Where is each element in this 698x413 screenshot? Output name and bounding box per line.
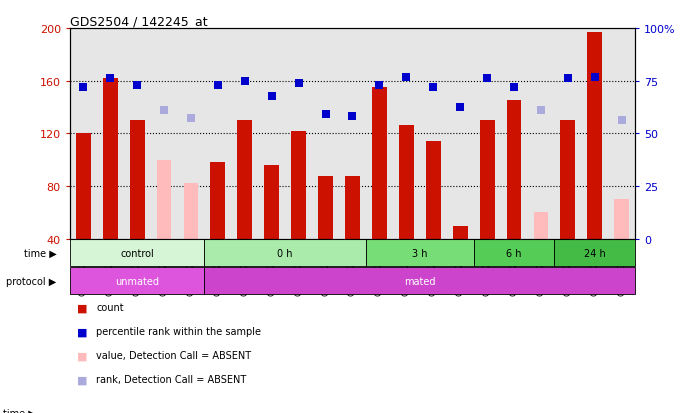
Text: time ▶: time ▶ (3, 408, 36, 413)
Text: ■: ■ (77, 375, 87, 385)
Bar (237, 121, 252, 239)
Text: ■: ■ (77, 351, 87, 361)
Bar (124, 29, 151, 239)
Bar (97, 29, 124, 239)
Bar (205, 29, 231, 239)
Bar (560, 121, 575, 239)
Bar (528, 29, 554, 239)
Bar (312, 29, 339, 239)
Bar (318, 176, 333, 239)
Bar (345, 176, 360, 239)
Bar (156, 160, 172, 239)
Text: 6 h: 6 h (506, 248, 522, 258)
Bar (480, 121, 494, 239)
Bar (177, 29, 205, 239)
Text: time ▶: time ▶ (24, 248, 57, 258)
FancyBboxPatch shape (70, 268, 205, 295)
Bar (581, 29, 608, 239)
Text: 3 h: 3 h (412, 248, 428, 258)
Bar (393, 29, 419, 239)
Bar (291, 131, 306, 239)
Text: 24 h: 24 h (584, 248, 606, 258)
FancyBboxPatch shape (474, 240, 554, 267)
Bar (151, 29, 177, 239)
Bar (366, 29, 393, 239)
Bar (70, 29, 97, 239)
Bar (608, 29, 635, 239)
Text: mated: mated (404, 276, 436, 286)
Text: count: count (96, 303, 124, 313)
Text: GDS2504 / 142245_at: GDS2504 / 142245_at (70, 15, 207, 28)
Text: percentile rank within the sample: percentile rank within the sample (96, 327, 261, 337)
Bar (211, 163, 225, 239)
Bar (533, 213, 549, 239)
Text: unmated: unmated (115, 276, 159, 286)
Bar (103, 79, 117, 239)
Text: protocol ▶: protocol ▶ (6, 276, 57, 286)
Bar (588, 33, 602, 239)
Bar (399, 126, 414, 239)
Text: 0 h: 0 h (277, 248, 293, 258)
Bar (447, 29, 474, 239)
Bar (76, 134, 91, 239)
FancyBboxPatch shape (205, 268, 635, 295)
FancyBboxPatch shape (554, 240, 635, 267)
Bar (453, 226, 468, 239)
FancyBboxPatch shape (205, 240, 366, 267)
Bar (285, 29, 312, 239)
Text: value, Detection Call = ABSENT: value, Detection Call = ABSENT (96, 351, 251, 361)
Text: ■: ■ (77, 303, 87, 313)
Bar (507, 101, 521, 239)
Bar (184, 184, 198, 239)
Bar (419, 29, 447, 239)
Bar (130, 121, 144, 239)
Text: control: control (120, 248, 154, 258)
Text: ■: ■ (77, 327, 87, 337)
Bar (258, 29, 285, 239)
Bar (231, 29, 258, 239)
Bar (474, 29, 500, 239)
Bar (554, 29, 581, 239)
Bar (426, 142, 440, 239)
Bar (339, 29, 366, 239)
FancyBboxPatch shape (366, 240, 474, 267)
Bar (372, 88, 387, 239)
Bar (265, 166, 279, 239)
Text: rank, Detection Call = ABSENT: rank, Detection Call = ABSENT (96, 375, 246, 385)
Bar (614, 200, 629, 239)
FancyBboxPatch shape (70, 240, 205, 267)
Bar (500, 29, 528, 239)
